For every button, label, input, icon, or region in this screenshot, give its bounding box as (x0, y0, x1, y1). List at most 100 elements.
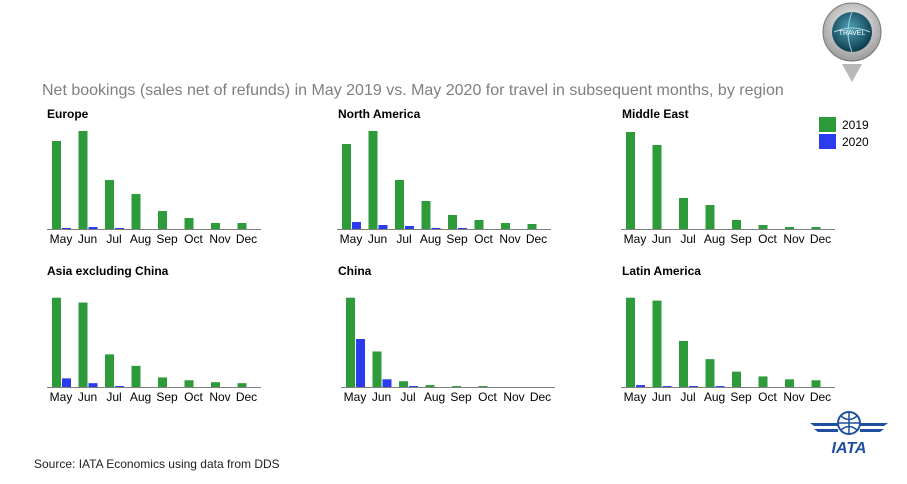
bar-middle-east-2019-sep (732, 220, 741, 229)
bar-europe-2019-jul (105, 180, 114, 229)
bar-middle-east-2019-oct (758, 225, 768, 229)
tick-label-latin-america-jun: Jun (652, 390, 671, 404)
tick-label-latin-america-may: May (624, 390, 647, 404)
tick-label-europe-nov: Nov (209, 232, 230, 246)
chart-title: Net bookings (sales net of refunds) in M… (42, 82, 784, 99)
bar-asia-excluding-china-2020-jul (115, 386, 124, 387)
travel-badge-logo: TRAVEL (822, 2, 882, 82)
bar-north-america-2019-aug (421, 201, 431, 229)
panel-title-asia-excluding-china: Asia excluding China (47, 264, 169, 278)
bar-china-2020-jul (409, 386, 418, 387)
legend-item-2020: 2020 (819, 134, 869, 149)
bar-latin-america-2020-jun (662, 386, 672, 387)
bar-europe-2019-jun (78, 131, 88, 229)
tick-label-europe-aug: Aug (130, 232, 151, 246)
bar-middle-east-2019-nov (785, 227, 794, 229)
tick-label-europe-sep: Sep (156, 232, 178, 246)
panel-title-latin-america: Latin America (622, 264, 701, 278)
bar-middle-east-2019-dec (811, 227, 821, 229)
tick-label-europe-dec: Dec (236, 232, 257, 246)
tick-label-asia-excluding-china-jul: Jul (106, 390, 121, 404)
tick-label-asia-excluding-china-oct: Oct (184, 390, 203, 404)
tick-label-latin-america-sep: Sep (730, 390, 752, 404)
bar-middle-east-2019-may (626, 132, 635, 229)
bar-asia-excluding-china-2019-oct (184, 380, 194, 387)
bar-china-2020-jun (382, 379, 392, 387)
source-note: Source: IATA Economics using data from D… (34, 457, 280, 471)
bar-asia-excluding-china-2019-nov (211, 382, 220, 387)
tick-label-middle-east-jul: Jul (680, 232, 695, 246)
panel-title-north-america: North America (338, 107, 421, 121)
bar-north-america-2019-jun (368, 131, 378, 229)
bar-middle-east-2019-jul (679, 198, 688, 229)
tick-label-europe-may: May (50, 232, 73, 246)
bar-north-america-2019-jul (395, 180, 404, 229)
tick-label-latin-america-oct: Oct (758, 390, 777, 404)
tick-label-china-jun: Jun (372, 390, 391, 404)
tick-label-asia-excluding-china-dec: Dec (236, 390, 257, 404)
tick-label-latin-america-dec: Dec (810, 390, 831, 404)
bar-asia-excluding-china-2019-sep (158, 377, 167, 387)
bar-asia-excluding-china-2020-jun (88, 383, 98, 387)
tick-label-middle-east-aug: Aug (704, 232, 725, 246)
tick-label-asia-excluding-china-jun: Jun (78, 390, 97, 404)
bar-europe-2020-may (62, 228, 71, 229)
bar-europe-2019-dec (237, 223, 247, 229)
bar-middle-east-2019-aug (705, 205, 715, 229)
bar-europe-2019-oct (184, 218, 194, 229)
tick-label-middle-east-sep: Sep (730, 232, 752, 246)
legend-label-2020: 2020 (842, 135, 869, 149)
tick-label-europe-jun: Jun (78, 232, 97, 246)
bar-latin-america-2019-sep (732, 371, 741, 387)
tick-label-china-sep: Sep (450, 390, 472, 404)
bar-asia-excluding-china-2019-jul (105, 354, 114, 387)
tick-label-latin-america-jul: Jul (680, 390, 695, 404)
tick-label-asia-excluding-china-nov: Nov (209, 390, 230, 404)
tick-label-china-may: May (344, 390, 367, 404)
bar-china-2020-may (356, 339, 365, 387)
panel-title-middle-east: Middle East (622, 107, 689, 121)
tick-label-north-america-may: May (340, 232, 363, 246)
bar-north-america-2019-may (342, 144, 351, 229)
tick-label-north-america-sep: Sep (446, 232, 468, 246)
tick-label-asia-excluding-china-may: May (50, 390, 73, 404)
bar-asia-excluding-china-2020-may (62, 378, 71, 387)
tick-label-north-america-dec: Dec (526, 232, 547, 246)
tick-label-china-oct: Oct (478, 390, 497, 404)
iata-logo: IATA (810, 411, 888, 457)
bar-latin-america-2019-jun (652, 300, 662, 387)
tick-label-middle-east-may: May (624, 232, 647, 246)
tick-label-asia-excluding-china-sep: Sep (156, 390, 178, 404)
tick-label-asia-excluding-china-aug: Aug (130, 390, 151, 404)
badge-text: TRAVEL (839, 30, 866, 37)
bar-latin-america-2019-aug (705, 359, 715, 387)
tick-label-north-america-nov: Nov (499, 232, 520, 246)
tick-label-middle-east-jun: Jun (652, 232, 671, 246)
bar-china-2019-oct (478, 386, 488, 387)
bar-north-america-2020-jul (405, 226, 414, 229)
bar-asia-excluding-china-2019-jun (78, 302, 88, 387)
bar-china-2019-jun (372, 351, 382, 387)
tick-label-north-america-aug: Aug (420, 232, 441, 246)
legend-swatch-2019 (819, 117, 836, 132)
bar-latin-america-2020-aug (715, 386, 725, 387)
bar-europe-2019-sep (158, 211, 167, 229)
iata-logo-text: IATA (832, 440, 867, 457)
bar-north-america-2019-oct (474, 220, 484, 229)
bar-latin-america-2019-nov (785, 379, 794, 387)
tick-label-china-jul: Jul (400, 390, 415, 404)
legend-swatch-2020 (819, 134, 836, 149)
bar-latin-america-2020-jul (689, 386, 698, 387)
bar-latin-america-2019-jul (679, 340, 688, 387)
bar-north-america-2019-sep (448, 215, 457, 229)
tick-label-europe-jul: Jul (106, 232, 121, 246)
legend-label-2019: 2019 (842, 118, 869, 132)
bar-china-2019-jul (399, 381, 408, 387)
bar-europe-2020-jun (88, 227, 98, 229)
bar-china-2019-aug (425, 385, 435, 387)
bar-china-2019-sep (452, 386, 461, 387)
bar-europe-2019-nov (211, 223, 220, 229)
tick-label-middle-east-oct: Oct (758, 232, 777, 246)
bar-asia-excluding-china-2019-may (52, 297, 61, 387)
